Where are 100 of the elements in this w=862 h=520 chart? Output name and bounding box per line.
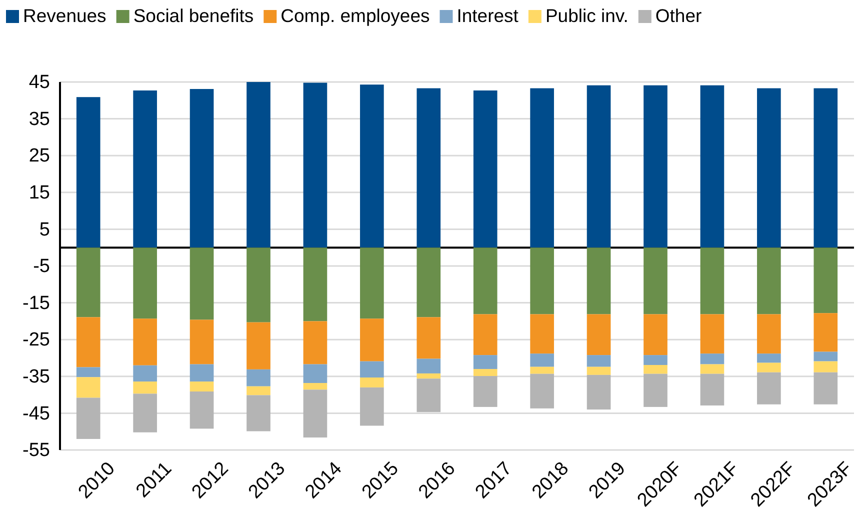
- bar: [530, 88, 554, 248]
- bar: [246, 322, 270, 370]
- bar: [76, 248, 100, 318]
- bar: [416, 378, 441, 412]
- bar: [133, 382, 157, 394]
- y-tick-label: 45: [28, 72, 50, 94]
- bar: [190, 391, 214, 429]
- bar: [76, 97, 100, 248]
- y-tick-label: -55: [22, 440, 50, 462]
- legend-label: Public inv.: [545, 5, 628, 26]
- bar: [586, 248, 611, 314]
- bar: [416, 373, 441, 379]
- y-tick-label: 15: [28, 182, 50, 204]
- bar: [416, 358, 441, 374]
- bar: [530, 354, 554, 367]
- y-tick-label: -15: [22, 292, 50, 314]
- bar: [757, 372, 781, 404]
- bar: [757, 314, 781, 354]
- bar: [133, 394, 157, 432]
- bar: [416, 317, 441, 359]
- bar: [190, 382, 214, 392]
- legend-label: Social benefits: [133, 5, 254, 26]
- bar: [416, 248, 441, 318]
- bar: [700, 354, 724, 364]
- bar: [473, 355, 498, 370]
- bar: [190, 88, 214, 248]
- bar: [473, 90, 498, 248]
- bar: [303, 321, 328, 364]
- bar: [644, 355, 668, 365]
- y-tick-label: 5: [39, 219, 50, 240]
- legend-label: Interest: [456, 5, 518, 26]
- bar: [586, 85, 611, 248]
- bar: [700, 314, 724, 354]
- bar: [303, 82, 328, 248]
- bar: [246, 386, 270, 396]
- bar: [814, 361, 838, 372]
- bar: [246, 395, 270, 432]
- y-tick-label: -25: [22, 330, 50, 351]
- bar: [133, 365, 157, 382]
- bar: [757, 354, 781, 363]
- bar: [644, 364, 668, 374]
- bar: [360, 361, 384, 378]
- bar: [133, 318, 157, 366]
- bar: [416, 88, 441, 248]
- bar: [530, 374, 554, 408]
- y-tick-label: -5: [33, 256, 50, 278]
- bar: [133, 248, 157, 319]
- bar: [360, 387, 384, 426]
- legend-label: Revenues: [23, 5, 106, 26]
- bar: [76, 377, 100, 398]
- bar: [473, 314, 498, 356]
- bar: [644, 374, 668, 407]
- bar: [586, 355, 611, 367]
- bar: [814, 372, 838, 404]
- bar: [360, 84, 384, 248]
- bar: [360, 318, 384, 362]
- bar: [190, 320, 214, 364]
- bar: [700, 364, 724, 374]
- bar: [814, 313, 838, 352]
- bar: [814, 88, 838, 248]
- bar: [700, 248, 724, 314]
- bar: [360, 378, 384, 388]
- bar: [530, 248, 554, 314]
- bar: [473, 376, 498, 407]
- bar: [814, 352, 838, 362]
- y-tick-label: -45: [22, 403, 50, 424]
- bar: [303, 390, 328, 438]
- bar: [644, 248, 668, 314]
- bar: [757, 248, 781, 314]
- bar: [700, 374, 724, 406]
- bar: [133, 90, 157, 248]
- bar: [644, 314, 668, 356]
- bar: [473, 248, 498, 314]
- bar: [76, 398, 100, 439]
- bar: [76, 367, 100, 378]
- bar: [530, 366, 554, 374]
- bar: [246, 369, 270, 386]
- y-tick-label: 35: [28, 108, 50, 130]
- bar: [586, 366, 611, 375]
- bar: [586, 374, 611, 410]
- bar: [190, 248, 214, 320]
- y-tick-label: -35: [22, 366, 50, 388]
- bar: [700, 85, 724, 248]
- bar: [757, 362, 781, 372]
- bar: [303, 364, 328, 384]
- bar: [360, 248, 384, 319]
- bar: [757, 88, 781, 248]
- bar: [190, 364, 214, 382]
- bar: [246, 248, 270, 322]
- bar: [76, 317, 100, 368]
- bar: [586, 314, 611, 356]
- bar: [246, 82, 270, 248]
- legend-label: Comp. employees: [280, 5, 430, 26]
- legend-label: Other: [655, 5, 702, 26]
- y-tick-label: 25: [28, 146, 50, 167]
- bar: [814, 248, 838, 314]
- bar: [473, 369, 498, 376]
- bar: [644, 85, 668, 248]
- bar: [303, 248, 328, 322]
- bar: [303, 383, 328, 390]
